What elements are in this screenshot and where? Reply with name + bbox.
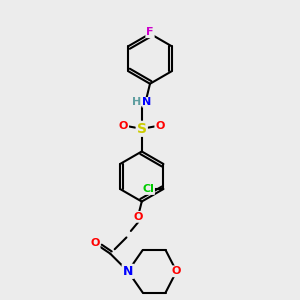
Text: F: F [146, 27, 154, 37]
Text: N: N [142, 97, 152, 107]
Text: S: S [137, 122, 147, 136]
Text: O: O [172, 266, 181, 276]
Text: Cl: Cl [142, 184, 154, 194]
Text: H: H [132, 97, 141, 107]
Text: N: N [123, 265, 133, 278]
Text: O: O [90, 238, 100, 248]
Text: O: O [155, 122, 165, 131]
Text: O: O [119, 122, 128, 131]
Text: O: O [134, 212, 143, 222]
Text: N: N [123, 265, 133, 278]
